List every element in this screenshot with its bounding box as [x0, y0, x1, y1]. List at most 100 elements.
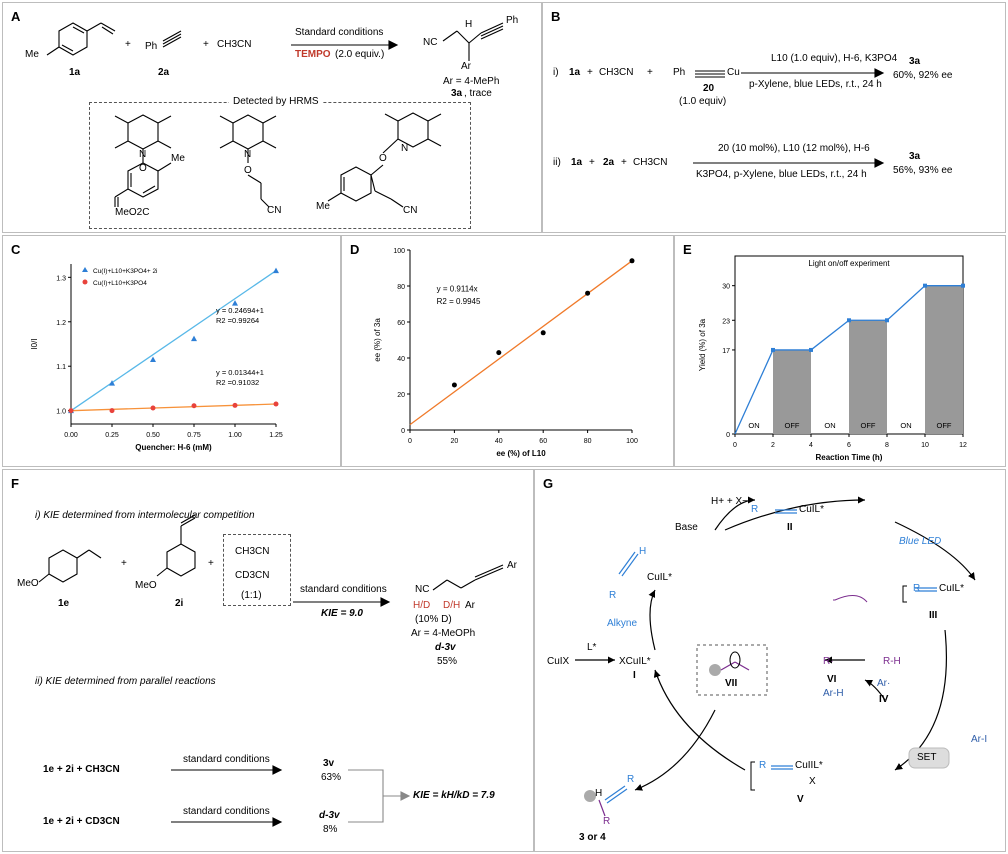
data-point: [923, 283, 927, 288]
y-tick-label: 20: [397, 392, 405, 399]
r-label: R: [751, 504, 759, 515]
y-tick-label: 1.2: [56, 320, 66, 327]
conditions-label: standard conditions: [300, 584, 387, 595]
cuii-ligand-label: CuIIL*: [795, 760, 823, 771]
y-tick-label: 60: [397, 320, 405, 327]
data-point: [232, 300, 238, 306]
fit-equation: y = 0.24694+1: [216, 306, 264, 315]
conditions-top: 20 (10 mol%), L10 (12 mol%), H-6: [718, 143, 870, 154]
ligand-label: L*: [587, 642, 597, 653]
data-point: [885, 318, 889, 323]
equiv-label: (1.0 equiv): [679, 96, 727, 107]
h-label: H: [595, 788, 603, 799]
ratio-label: (1:1): [241, 590, 262, 601]
y-tick-label: 0: [401, 428, 405, 435]
r-label: R: [759, 760, 767, 771]
product-label: d-3v: [435, 642, 456, 653]
compound-2a-label: 2a: [158, 67, 170, 78]
tempo-equiv: (2.0 equiv.): [335, 49, 385, 60]
compound-1a-label: 1a: [569, 67, 581, 78]
x-tick-label: 8: [885, 442, 889, 449]
rh-label: R-H: [883, 656, 901, 667]
cu-ligand-label: CuIL*: [939, 583, 965, 594]
copper-label: Cu: [727, 67, 740, 78]
data-point: [629, 258, 635, 264]
methyl-label: Me: [316, 201, 330, 212]
data-point: [273, 401, 279, 407]
x-tick-label: 20: [451, 438, 459, 445]
compound-1a-label: 1a: [69, 67, 81, 78]
data-point: [191, 403, 197, 409]
legend-label: Cu(I)+L10+K3PO4: [93, 280, 147, 287]
kie-result: KIE = kH/kD = 7.9: [413, 790, 495, 801]
intermediate-i-label: I: [633, 670, 636, 681]
aryl-radical-label: Ar·: [877, 678, 891, 689]
r-label: R: [627, 774, 635, 785]
section-title-2: ii) KIE determined from parallel reactio…: [35, 676, 216, 687]
aryl-label: Ar: [465, 600, 475, 611]
arh-label: Ar-H: [823, 688, 844, 699]
conditions-label: standard conditions: [183, 806, 270, 817]
tempo-adduct-3-structure: [327, 112, 442, 208]
xcul-label: XCuIL*: [619, 656, 651, 667]
acetonitrile-label: CH3CN: [633, 157, 668, 168]
panel-e: E 0 2 4 6 8 10 12 0 17 23 30 Reaction Time (h) Yield…: [674, 235, 1006, 467]
nitrile-label: CN: [403, 205, 418, 216]
data-point: [150, 405, 156, 411]
y-tick-label: 1.1: [56, 364, 66, 371]
legend-marker: [82, 279, 88, 285]
oxygen-label: O: [379, 153, 387, 164]
h-label: H: [639, 546, 647, 557]
aryl-iodide-label: Ar-I: [971, 734, 988, 745]
interval-label: OFF: [861, 421, 876, 430]
plus-sign: +: [125, 39, 131, 50]
dh-label: D/H: [443, 600, 461, 611]
x-tick-label: 0.50: [146, 432, 160, 439]
ester-label: MeO2C: [115, 207, 150, 218]
off-bar: [925, 285, 963, 434]
cd3cn-label: CD3CN: [235, 570, 270, 581]
alkyl-radical-label: R·: [823, 656, 834, 667]
y-tick-label: 23: [722, 318, 730, 325]
data-point: [961, 283, 965, 288]
panel-label: F: [11, 476, 19, 491]
panel-d: D 0 20 40 60 80 100 0 20 40 60 80 100 ee (%) of L10 e…: [341, 235, 674, 467]
nitrogen-label: N: [139, 149, 147, 160]
acetonitrile-label: CH3CN: [599, 67, 634, 78]
data-point: [771, 347, 775, 352]
reaction-arrow-a: [291, 40, 399, 50]
catalytic-cycle: [575, 496, 976, 817]
condition-label: Standard conditions: [295, 27, 384, 38]
product-label: 3v: [323, 758, 335, 769]
nitrile-label: NC: [423, 37, 438, 48]
solvent-box: [223, 534, 291, 606]
phenyl-label: Ph: [145, 41, 158, 52]
x-tick-label: 60: [539, 438, 547, 445]
x-tick-label: 80: [584, 438, 592, 445]
conditions-bottom: K3PO4, p-Xylene, blue LEDs, r.t., 24 h: [696, 169, 867, 180]
panel-label: C: [11, 242, 21, 257]
cuix-label: CuIX: [547, 656, 570, 667]
phenyl-label: Ph: [506, 15, 519, 26]
parallel-reactants-1: 1e + 2i + CH3CN: [43, 764, 120, 775]
cu-ligand-label: CuIL*: [799, 504, 825, 515]
panel-g: G: [534, 469, 1006, 852]
acetonitrile-label: CH3CN: [217, 39, 252, 50]
oxygen-label: O: [139, 163, 147, 174]
product-3a-label: 3a: [451, 88, 463, 99]
interval-label: ON: [748, 421, 759, 430]
r-squared: R2 =0.91032: [216, 378, 259, 387]
data-point: [809, 347, 813, 352]
y-tick-label: 1.3: [56, 275, 66, 282]
aryl-label: Ar: [507, 560, 517, 571]
scheme-f: [38, 514, 504, 827]
y-tick-label: 80: [397, 284, 405, 291]
r-squared: R2 =0.99264: [216, 316, 259, 325]
fit-line: [409, 260, 633, 426]
tempo-label: TEMPO: [295, 49, 331, 60]
interval-label: OFF: [785, 421, 800, 430]
x-tick-label: 1.25: [269, 432, 283, 439]
blue-led-label: Blue LED: [899, 536, 942, 547]
intermediate-v-label: V: [797, 794, 804, 805]
panel-b: B i) 1a + CH3CN + Ph Cu 20 (1.0 equiv) L…: [542, 2, 1006, 233]
